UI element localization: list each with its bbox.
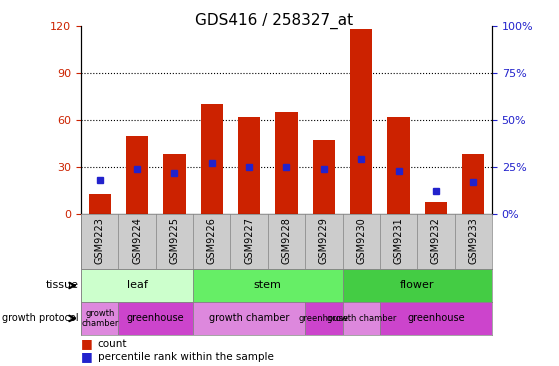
Text: GSM9229: GSM9229 (319, 217, 329, 264)
Text: count: count (98, 339, 127, 349)
Text: growth chamber: growth chamber (209, 313, 290, 324)
Bar (387, 117, 410, 214)
Bar (312, 140, 335, 214)
Text: GSM9230: GSM9230 (356, 217, 366, 264)
Bar (350, 29, 372, 214)
Text: tissue: tissue (45, 280, 78, 291)
Text: GSM9223: GSM9223 (94, 217, 105, 264)
Text: percentile rank within the sample: percentile rank within the sample (98, 352, 274, 362)
Bar (380, 302, 492, 335)
Bar (193, 269, 343, 302)
Text: stem: stem (254, 280, 282, 291)
Bar (193, 302, 305, 335)
Bar (425, 202, 447, 214)
Bar (343, 302, 380, 335)
Bar (126, 135, 148, 214)
Text: ■: ■ (81, 350, 97, 363)
Text: GSM9233: GSM9233 (468, 217, 479, 264)
Bar (305, 302, 343, 335)
Bar (201, 104, 223, 214)
Bar (163, 154, 186, 214)
Text: GDS416 / 258327_at: GDS416 / 258327_at (195, 13, 353, 29)
Text: leaf: leaf (127, 280, 148, 291)
Text: GSM9227: GSM9227 (244, 217, 254, 264)
Bar (462, 154, 485, 214)
Bar (81, 302, 119, 335)
Text: growth
chamber: growth chamber (81, 309, 119, 328)
Text: GSM9226: GSM9226 (207, 217, 217, 264)
Text: growth chamber: growth chamber (326, 314, 396, 323)
Bar (343, 269, 492, 302)
Text: greenhouse: greenhouse (407, 313, 465, 324)
Text: greenhouse: greenhouse (299, 314, 349, 323)
Text: growth protocol: growth protocol (2, 313, 78, 324)
Text: GSM9228: GSM9228 (282, 217, 291, 264)
Text: GSM9232: GSM9232 (431, 217, 441, 264)
Bar (238, 117, 260, 214)
Text: GSM9224: GSM9224 (132, 217, 142, 264)
Text: GSM9231: GSM9231 (394, 217, 404, 264)
Text: GSM9225: GSM9225 (169, 217, 179, 264)
Bar (275, 112, 298, 214)
Bar (119, 302, 193, 335)
Bar (88, 194, 111, 214)
Text: ■: ■ (81, 337, 97, 351)
Text: flower: flower (400, 280, 434, 291)
Bar (81, 269, 193, 302)
Text: greenhouse: greenhouse (127, 313, 184, 324)
